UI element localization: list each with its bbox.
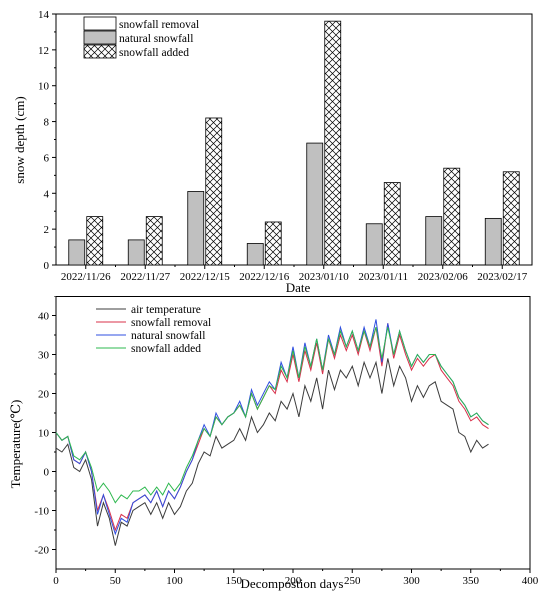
top-y-tick-label: 2 bbox=[44, 224, 50, 236]
line-air-temperature bbox=[55, 358, 489, 546]
bar-snowfall-added bbox=[145, 216, 163, 266]
bottom-y-tick-label: 10 bbox=[38, 428, 50, 440]
top-x-tick-label: 2022/12/15 bbox=[180, 271, 231, 283]
bottom-y-tick-label: -20 bbox=[34, 545, 49, 557]
legend-label-snowfall-removal-temp: snowfall removal bbox=[131, 317, 211, 329]
bar-natural-snowfall bbox=[425, 216, 443, 266]
bottom-x-tick-label: 0 bbox=[53, 575, 59, 587]
top-y-tick-label: 4 bbox=[44, 188, 50, 200]
top-legend: snowfall removal natural snowfall snowfa… bbox=[83, 16, 199, 59]
top-y-axis-title: snow depth (cm) bbox=[12, 96, 27, 183]
snow-depth-bar-chart: 0 2 4 6 8 10 12 14 2022/11/26 2022/11/27 2022/12/1… bbox=[12, 9, 533, 295]
bar-snowfall-added bbox=[443, 167, 461, 266]
bottom-legend: air temperature snowfall removal natural… bbox=[96, 304, 211, 355]
bottom-y-tick-label: 30 bbox=[38, 350, 50, 362]
bar-snowfall-added bbox=[502, 171, 520, 266]
top-x-tick-label: 2022/12/16 bbox=[239, 271, 290, 283]
bar-snowfall-added bbox=[205, 117, 223, 266]
top-x-axis-title: Date bbox=[286, 280, 311, 295]
legend-swatch-snowfall-added bbox=[83, 44, 117, 59]
legend-label-snowfall-removal: snowfall removal bbox=[119, 19, 199, 31]
legend-swatch-snowfall-removal bbox=[83, 16, 117, 31]
bottom-x-axis-title: Decompostion days bbox=[241, 576, 344, 591]
bar-natural-snowfall bbox=[365, 223, 383, 266]
bottom-x-tick-label: 300 bbox=[403, 575, 420, 587]
top-y-tick-label: 12 bbox=[38, 45, 49, 57]
top-x-tick-label: 2022/11/26 bbox=[61, 271, 111, 283]
top-y-tick-label: 14 bbox=[38, 9, 50, 21]
bottom-y-tick-label: -10 bbox=[34, 506, 49, 518]
bar-snowfall-added bbox=[264, 221, 282, 266]
top-x-tick-label: 2023/01/10 bbox=[299, 271, 350, 283]
bar-snowfall-added bbox=[86, 216, 104, 266]
top-y-tick-label: 10 bbox=[38, 81, 50, 93]
bottom-x-tick-label: 50 bbox=[110, 575, 122, 587]
line-snowfall-added bbox=[55, 327, 489, 504]
top-x-tick-label: 2023/01/11 bbox=[358, 271, 408, 283]
bar-natural-snowfall bbox=[306, 142, 324, 266]
bar-natural-snowfall bbox=[484, 217, 502, 266]
bottom-x-tick-label: 350 bbox=[463, 575, 480, 587]
top-x-tick-label: 2022/11/27 bbox=[120, 271, 170, 283]
bottom-x-tick-label: 150 bbox=[226, 575, 243, 587]
bar-natural-snowfall bbox=[187, 191, 205, 266]
bottom-y-axis-title: Temperature(℃) bbox=[8, 400, 23, 489]
legend-label-snowfall-added: snowfall added bbox=[119, 47, 189, 59]
legend-swatch-natural-snowfall bbox=[83, 30, 117, 45]
bottom-y-tick-label: 20 bbox=[38, 389, 50, 401]
bar-natural-snowfall bbox=[68, 239, 86, 266]
bar-snowfall-added bbox=[383, 182, 401, 266]
top-y-tick-label: 0 bbox=[44, 260, 50, 272]
bar-snowfall-added bbox=[324, 20, 342, 266]
top-y-tick-label: 6 bbox=[44, 152, 50, 164]
legend-label-natural-snowfall: natural snowfall bbox=[119, 33, 193, 45]
top-x-tick-label: 2023/02/17 bbox=[477, 271, 528, 283]
bottom-x-tick-label: 400 bbox=[522, 575, 539, 587]
top-x-tick-label: 2023/02/06 bbox=[418, 271, 469, 283]
bar-natural-snowfall bbox=[127, 239, 145, 266]
line-snowfall-removal bbox=[55, 323, 489, 532]
line-natural-snowfall bbox=[55, 319, 489, 536]
bottom-x-tick-label: 200 bbox=[285, 575, 302, 587]
bottom-y-tick-label: 40 bbox=[38, 311, 50, 323]
legend-label-natural-snowfall-temp: natural snowfall bbox=[131, 330, 205, 342]
top-y-tick-label: 8 bbox=[44, 117, 50, 129]
legend-label-snowfall-added-temp: snowfall added bbox=[131, 343, 201, 355]
bottom-y-tick-label: 0 bbox=[44, 467, 50, 479]
bottom-x-tick-label: 250 bbox=[344, 575, 361, 587]
bar-natural-snowfall bbox=[246, 243, 264, 266]
bottom-x-tick-label: 100 bbox=[166, 575, 183, 587]
legend-label-air-temperature: air temperature bbox=[131, 304, 201, 316]
